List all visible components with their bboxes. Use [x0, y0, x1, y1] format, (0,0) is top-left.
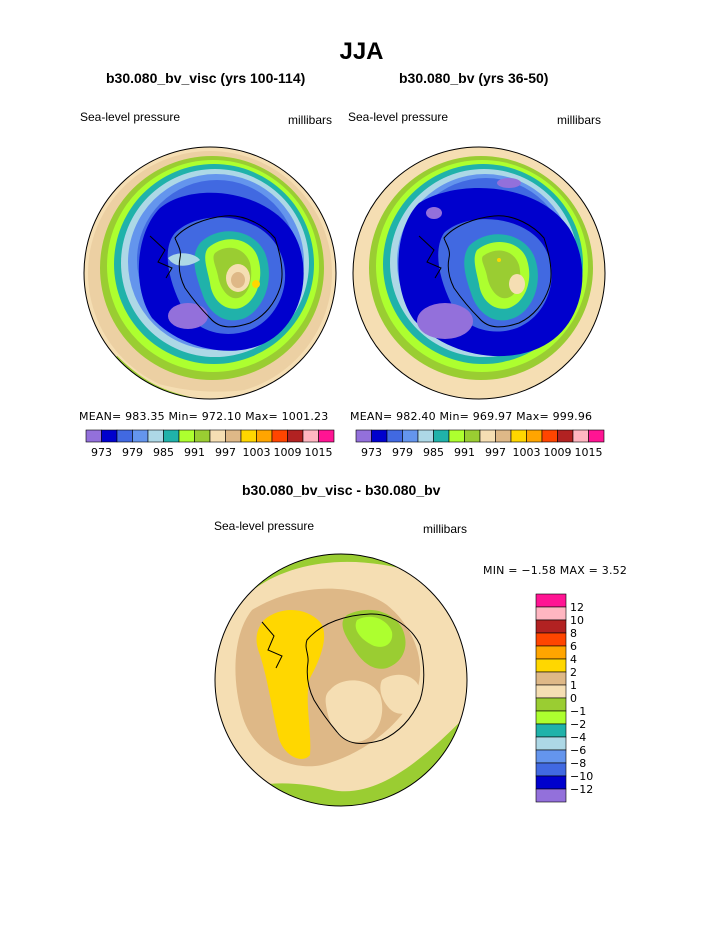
- panel-2-colorbar-swatch: [495, 429, 512, 443]
- panel-3-colorbar-label: −10: [570, 770, 593, 783]
- panel-3-colorbar-swatch: [535, 645, 567, 660]
- panel-3-colorbar-swatch: [535, 632, 567, 647]
- panel-1-colorbar-label: 997: [215, 446, 236, 459]
- panel-3-colorbar-swatch: [535, 697, 567, 712]
- panel-2-units: millibars: [557, 113, 602, 127]
- panel-2-variable: Sea-level pressure: [348, 110, 449, 124]
- panel-3-colorbar-swatch: [535, 606, 567, 621]
- panel-2-colorbar-label: 1009: [544, 446, 572, 459]
- panel-1-colorbar-swatch: [302, 429, 319, 443]
- panel-2-colorbar-label: 1015: [575, 446, 603, 459]
- panel-2-colorbar-swatch: [464, 429, 481, 443]
- panel-3-colorbar-swatch: [535, 762, 567, 777]
- panel-1-colorbar-label: 979: [122, 446, 143, 459]
- panel-2-colorbar-swatch: [557, 429, 574, 443]
- panel-2-colorbar-swatch: [355, 429, 372, 443]
- panel-3-colorbar-swatch: [535, 710, 567, 725]
- panel-2-colorbar-label: 973: [361, 446, 382, 459]
- panel-2-colorbar-label: 1003: [513, 446, 541, 459]
- page-title: JJA: [339, 38, 384, 65]
- panel-1-colorbar-swatch: [178, 429, 195, 443]
- panel-3-colorbar-swatch: [535, 684, 567, 699]
- panel-2-colorbar-label: 979: [392, 446, 413, 459]
- panel-3-colorbar-label: −4: [570, 731, 586, 744]
- panel-1-colorbar-swatch: [225, 429, 242, 443]
- panel-2-colorbar-swatch: [510, 429, 527, 443]
- panel-1-colorbar-swatch: [132, 429, 149, 443]
- panel-3-colorbar-swatch: [535, 788, 567, 803]
- panel-2-title: b30.080_bv (yrs 36-50): [399, 70, 549, 86]
- panel-3-colorbar-label: 8: [570, 627, 577, 640]
- panel-3-units: millibars: [423, 522, 468, 536]
- panel-3-colorbar-swatch: [535, 671, 567, 686]
- panel-2-colorbar-swatch: [479, 429, 496, 443]
- panel-3-colorbar-swatch: [535, 619, 567, 634]
- panel-3-title: b30.080_bv_visc - b30.080_bv: [242, 482, 441, 498]
- panel-2-colorbar-label: 997: [485, 446, 506, 459]
- panel-1-colorbar-swatch: [271, 429, 288, 443]
- panel-1-colorbar-swatch: [256, 429, 273, 443]
- panel-2-colorbar-label: 985: [423, 446, 444, 459]
- panel-1-colorbar-swatch: [318, 429, 335, 443]
- panel-1-colorbar-label: 985: [153, 446, 174, 459]
- panel-2-map: [352, 146, 606, 400]
- panel-2-colorbar-label: 991: [454, 446, 475, 459]
- panel-1-colorbar-swatch: [101, 429, 118, 443]
- panel-1-colorbar: 973 979 985 991 997 1003 1009 1015: [85, 429, 335, 459]
- panel-1-units: millibars: [288, 113, 333, 127]
- panel-1-stats: MEAN= 983.35 Min= 972.10 Max= 1001.23: [79, 410, 329, 423]
- panel-1-colorbar-label: 1003: [243, 446, 271, 459]
- panel-2-colorbar-swatch: [402, 429, 419, 443]
- panel-1-variable: Sea-level pressure: [80, 110, 181, 124]
- panel-2-colorbar-swatch: [417, 429, 434, 443]
- panel-2-colorbar-swatch: [433, 429, 450, 443]
- panel-1-colorbar-swatch: [240, 429, 257, 443]
- panel-2-colorbar-swatch: [541, 429, 558, 443]
- panel-3-colorbar-label: 12: [570, 601, 584, 614]
- panel-3-map: [214, 553, 468, 807]
- panel-3-colorbar-label: 10: [570, 614, 584, 627]
- panel-1-colorbar-swatch: [209, 429, 226, 443]
- panel-3-colorbar-label: −2: [570, 718, 586, 731]
- panel-2-colorbar-swatch: [588, 429, 605, 443]
- panel-1-title: b30.080_bv_visc (yrs 100-114): [106, 70, 306, 86]
- panel-3-colorbar-swatch: [535, 749, 567, 764]
- panel-1-colorbar-swatch: [163, 429, 180, 443]
- panel-3-stats: MIN = −1.58 MAX = 3.52: [483, 564, 628, 577]
- panel-3-colorbar-label: −6: [570, 744, 586, 757]
- panel-3-colorbar-label: −12: [570, 783, 593, 796]
- panel-3-colorbar-label: −8: [570, 757, 586, 770]
- panel-3-colorbar-label: 6: [570, 640, 577, 653]
- panel-1-colorbar-swatch: [287, 429, 304, 443]
- panel-2-colorbar-swatch: [371, 429, 388, 443]
- panel-1-colorbar-label: 991: [184, 446, 205, 459]
- panel-3-colorbar-label: 1: [570, 679, 577, 692]
- panel-2-stats: MEAN= 982.40 Min= 969.97 Max= 999.96: [350, 410, 593, 423]
- panel-3-colorbar-label: 2: [570, 666, 577, 679]
- panel-3-colorbar-label: 0: [570, 692, 577, 705]
- panel-3-colorbar-swatch: [535, 723, 567, 738]
- panel-2-colorbar-swatch: [386, 429, 403, 443]
- panel-3-colorbar-swatch: [535, 658, 567, 673]
- panel-2-colorbar-swatch: [572, 429, 589, 443]
- panel-1-colorbar-label: 973: [91, 446, 112, 459]
- panel-3-colorbar-label: −1: [570, 705, 586, 718]
- panel-3-variable: Sea-level pressure: [214, 519, 315, 533]
- panel-1-map: [83, 146, 337, 400]
- panel-1-colorbar-swatch: [116, 429, 133, 443]
- panel-3-colorbar-swatch: [535, 775, 567, 790]
- panel-3-colorbar-swatch: [535, 736, 567, 751]
- panel-1-colorbar-swatch: [85, 429, 102, 443]
- panel-2-colorbar-swatch: [448, 429, 465, 443]
- panel-3-colorbar-label: 4: [570, 653, 577, 666]
- panel-2-colorbar: 973 979 985 991 997 1003 1009 1015: [355, 429, 605, 459]
- panel-1-colorbar-label: 1015: [305, 446, 333, 459]
- panel-3-colorbar-swatch: [535, 593, 567, 608]
- panel-1-colorbar-label: 1009: [274, 446, 302, 459]
- panel-1-colorbar-swatch: [147, 429, 164, 443]
- panel-2-colorbar-swatch: [526, 429, 543, 443]
- panel-1-colorbar-swatch: [194, 429, 211, 443]
